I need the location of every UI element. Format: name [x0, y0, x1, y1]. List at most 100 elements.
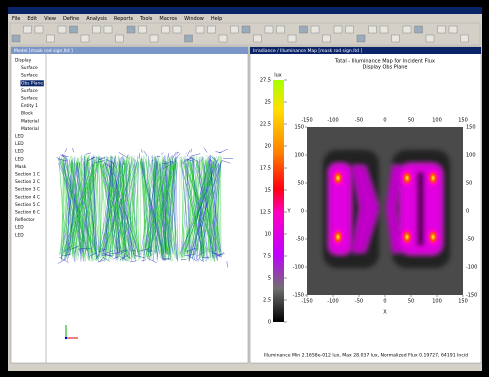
tree-item[interactable]: Mask: [15, 164, 27, 170]
menu-item[interactable]: File: [12, 16, 20, 22]
tree-item[interactable]: LED: [15, 232, 24, 238]
x-tick-label-top: -50: [355, 118, 363, 124]
tool-button[interactable]: [173, 26, 181, 33]
tool-button[interactable]: [139, 26, 147, 33]
tool-button[interactable]: [116, 35, 124, 42]
colorbar-tick-label: 27.5: [260, 78, 271, 84]
tree-item[interactable]: LED: [15, 225, 24, 231]
tool-button[interactable]: [185, 35, 193, 42]
app-title-bar: [8, 7, 482, 14]
tool-button[interactable]: [162, 26, 170, 33]
colorbar-tick-label: 2.5: [263, 298, 271, 304]
x-label: X: [383, 310, 387, 316]
menu-bar: File Edit View Define Analysis Reports Tools Ma…: [12, 16, 222, 22]
tree-item[interactable]: Block: [21, 111, 33, 117]
x-tick-label: 100: [432, 299, 442, 305]
y-tick-label: -50: [296, 237, 304, 243]
tree-item[interactable]: Material: [21, 118, 39, 124]
menu-item[interactable]: Help: [211, 16, 222, 22]
tool-button[interactable]: [415, 26, 423, 33]
tool-button[interactable]: [346, 26, 354, 33]
tool-button[interactable]: [461, 35, 469, 42]
tool-button[interactable]: [93, 26, 101, 33]
tool-button[interactable]: [392, 35, 400, 42]
tool-button[interactable]: [254, 35, 262, 42]
menu-item[interactable]: View: [44, 16, 56, 22]
colorbar-tick-label: 5: [268, 276, 271, 282]
tree-item[interactable]: LED: [15, 149, 24, 155]
colorbar-tick-label: 10: [265, 232, 271, 238]
tool-button[interactable]: [311, 26, 319, 33]
tool-button[interactable]: [196, 26, 204, 33]
tool-button[interactable]: [81, 35, 89, 42]
tool-button[interactable]: [449, 26, 457, 33]
model-title: Model [mask rod sign.ltd ]: [14, 48, 73, 54]
tool-button[interactable]: [58, 26, 66, 33]
menu-item[interactable]: Reports: [114, 16, 134, 22]
tool-button[interactable]: [426, 35, 434, 42]
y-tick-label: -150: [293, 293, 304, 299]
tool-button[interactable]: [231, 26, 239, 33]
tool-button[interactable]: [219, 35, 227, 42]
tool-button[interactable]: [380, 26, 388, 33]
menu-item[interactable]: Tools: [139, 16, 153, 22]
tree-item[interactable]: Surface: [21, 73, 38, 79]
colorbar-tick-label: 17.5: [260, 166, 271, 172]
tool-button[interactable]: [104, 26, 112, 33]
tool-button[interactable]: [208, 26, 216, 33]
tree-item[interactable]: LED: [15, 134, 24, 140]
tool-button[interactable]: [70, 26, 78, 33]
tree-item[interactable]: Section 4 C: [15, 194, 40, 200]
y-tick-label: 50: [298, 181, 304, 187]
tool-button[interactable]: [12, 35, 20, 42]
tool-button[interactable]: [265, 26, 273, 33]
menu-item[interactable]: Analysis: [86, 16, 107, 22]
tree-item[interactable]: Display: [15, 58, 32, 64]
tool-button[interactable]: [150, 35, 158, 42]
tree-item[interactable]: Section 2 C: [15, 179, 40, 185]
tool-button[interactable]: [369, 26, 377, 33]
colorbar-tick-label: 12.5: [260, 210, 271, 216]
tree-item[interactable]: LED: [15, 141, 24, 147]
colorbar-tick-label: 22.5: [260, 122, 271, 128]
tool-button[interactable]: [334, 26, 342, 33]
tool-button[interactable]: [24, 26, 32, 33]
tree-item[interactable]: LED: [15, 156, 24, 162]
x-tick-label-top: 100: [432, 118, 442, 124]
tree-item[interactable]: Surface: [21, 96, 38, 102]
tool-button[interactable]: [277, 26, 285, 33]
x-tick-label: 50: [408, 299, 414, 305]
y-tick-label-right: -100: [466, 265, 477, 271]
tree-item[interactable]: Surface: [21, 65, 38, 71]
tree-item[interactable]: Entity 1: [21, 103, 38, 109]
tree-item[interactable]: Section 6 C: [15, 210, 40, 216]
y-tick-label: -100: [293, 265, 304, 271]
tool-button[interactable]: [300, 26, 308, 33]
screen: File Edit View Define Analysis Reports Tools Ma…: [0, 0, 489, 377]
tree-item[interactable]: Section 1 C: [15, 172, 40, 178]
tool-button[interactable]: [323, 35, 331, 42]
x-tick-label-top: 50: [408, 118, 414, 124]
tree-item[interactable]: Reflector: [15, 217, 35, 223]
menu-item[interactable]: Macros: [159, 16, 177, 22]
x-tick-label: -50: [355, 299, 363, 305]
y-tick-label-right: -150: [466, 293, 477, 299]
tool-button[interactable]: [438, 26, 446, 33]
tool-button[interactable]: [357, 35, 365, 42]
colorbar-tick-label: 7.5: [263, 254, 271, 260]
tool-button[interactable]: [288, 35, 296, 42]
menu-item[interactable]: Window: [184, 16, 204, 22]
tree-item[interactable]: Obs Plane: [21, 80, 43, 86]
tool-button[interactable]: [47, 35, 55, 42]
colorbar-tick-label: 0: [268, 320, 271, 326]
menu-item[interactable]: Define: [63, 16, 79, 22]
tree-item[interactable]: Material: [21, 126, 39, 132]
tree-item[interactable]: Section 5 C: [15, 202, 40, 208]
tool-button[interactable]: [403, 26, 411, 33]
tree-item[interactable]: Section 3 C: [15, 187, 40, 193]
tool-button[interactable]: [127, 26, 135, 33]
tool-button[interactable]: [35, 26, 43, 33]
menu-item[interactable]: Edit: [27, 16, 37, 22]
tool-button[interactable]: [242, 26, 250, 33]
tree-item[interactable]: Surface: [21, 88, 38, 94]
